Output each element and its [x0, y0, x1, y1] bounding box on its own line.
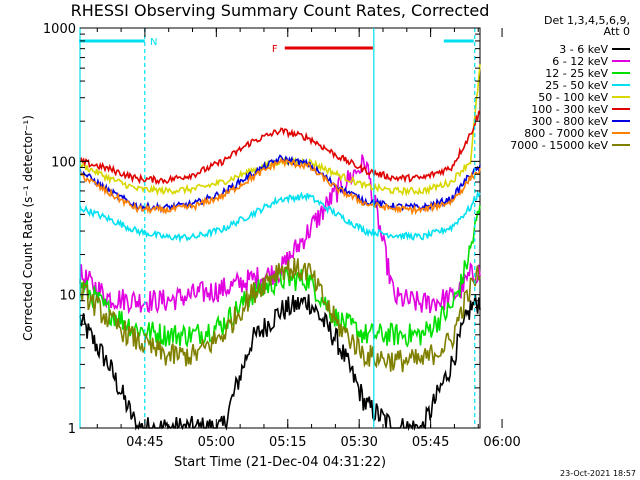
y-tick-label: 1000: [43, 22, 76, 37]
legend-label: 12 - 25 keV: [545, 67, 608, 80]
series-line-8: [79, 257, 481, 373]
x-tick-label: 04:45: [126, 435, 163, 450]
legend-title: Att 0: [604, 25, 630, 38]
series-line-0: [79, 294, 481, 432]
chart-title: RHESSI Observing Summary Count Rates, Co…: [71, 1, 490, 20]
interval-lines: [79, 28, 476, 428]
legend-title: Det 1,3,4,5,6,9,: [544, 14, 630, 27]
x-axis-label: Start Time (21-Dec-04 04:31:22): [174, 455, 386, 470]
legend-label: 7000 - 15000 keV: [510, 139, 608, 152]
y-tick-label: 10: [59, 289, 76, 304]
flag-label: N: [150, 37, 157, 48]
legend-label: 800 - 7000 keV: [524, 127, 608, 140]
y-axis: 1 10 100 1000: [43, 22, 480, 437]
legend-label: 25 - 50 keV: [545, 79, 608, 92]
y-tick-label: 100: [51, 155, 76, 170]
plot-area: NF: [79, 27, 481, 432]
series-line-7: [79, 157, 481, 216]
series-line-5: [79, 110, 481, 186]
x-tick-label: 05:15: [269, 435, 306, 450]
x-tick-label: 06:00: [483, 435, 520, 450]
legend-label: 3 - 6 keV: [559, 43, 608, 56]
legend-label: 300 - 800 keV: [531, 115, 608, 128]
flag-bars: NF: [79, 37, 474, 55]
legend-label: 50 - 100 keV: [538, 91, 608, 104]
series-line-1: [79, 154, 481, 315]
x-tick-label: 05:00: [198, 435, 235, 450]
x-axis: 04:45 05:00 05:15 05:30 05:45 06:00: [96, 28, 521, 450]
timestamp: 23-Oct-2021 18:57: [560, 469, 636, 478]
y-axis-label: Corrected Count Rate (s⁻¹ detector⁻¹): [21, 115, 35, 341]
y-tick-label: 1: [68, 422, 76, 437]
series-line-3: [79, 189, 481, 244]
x-tick-label: 05:45: [412, 435, 449, 450]
flag-label: F: [272, 44, 278, 55]
legend-label: 100 - 300 keV: [531, 103, 608, 116]
legend-label: 6 - 12 keV: [552, 55, 608, 68]
x-tick-label: 05:30: [340, 435, 377, 450]
series-group: [79, 64, 481, 432]
